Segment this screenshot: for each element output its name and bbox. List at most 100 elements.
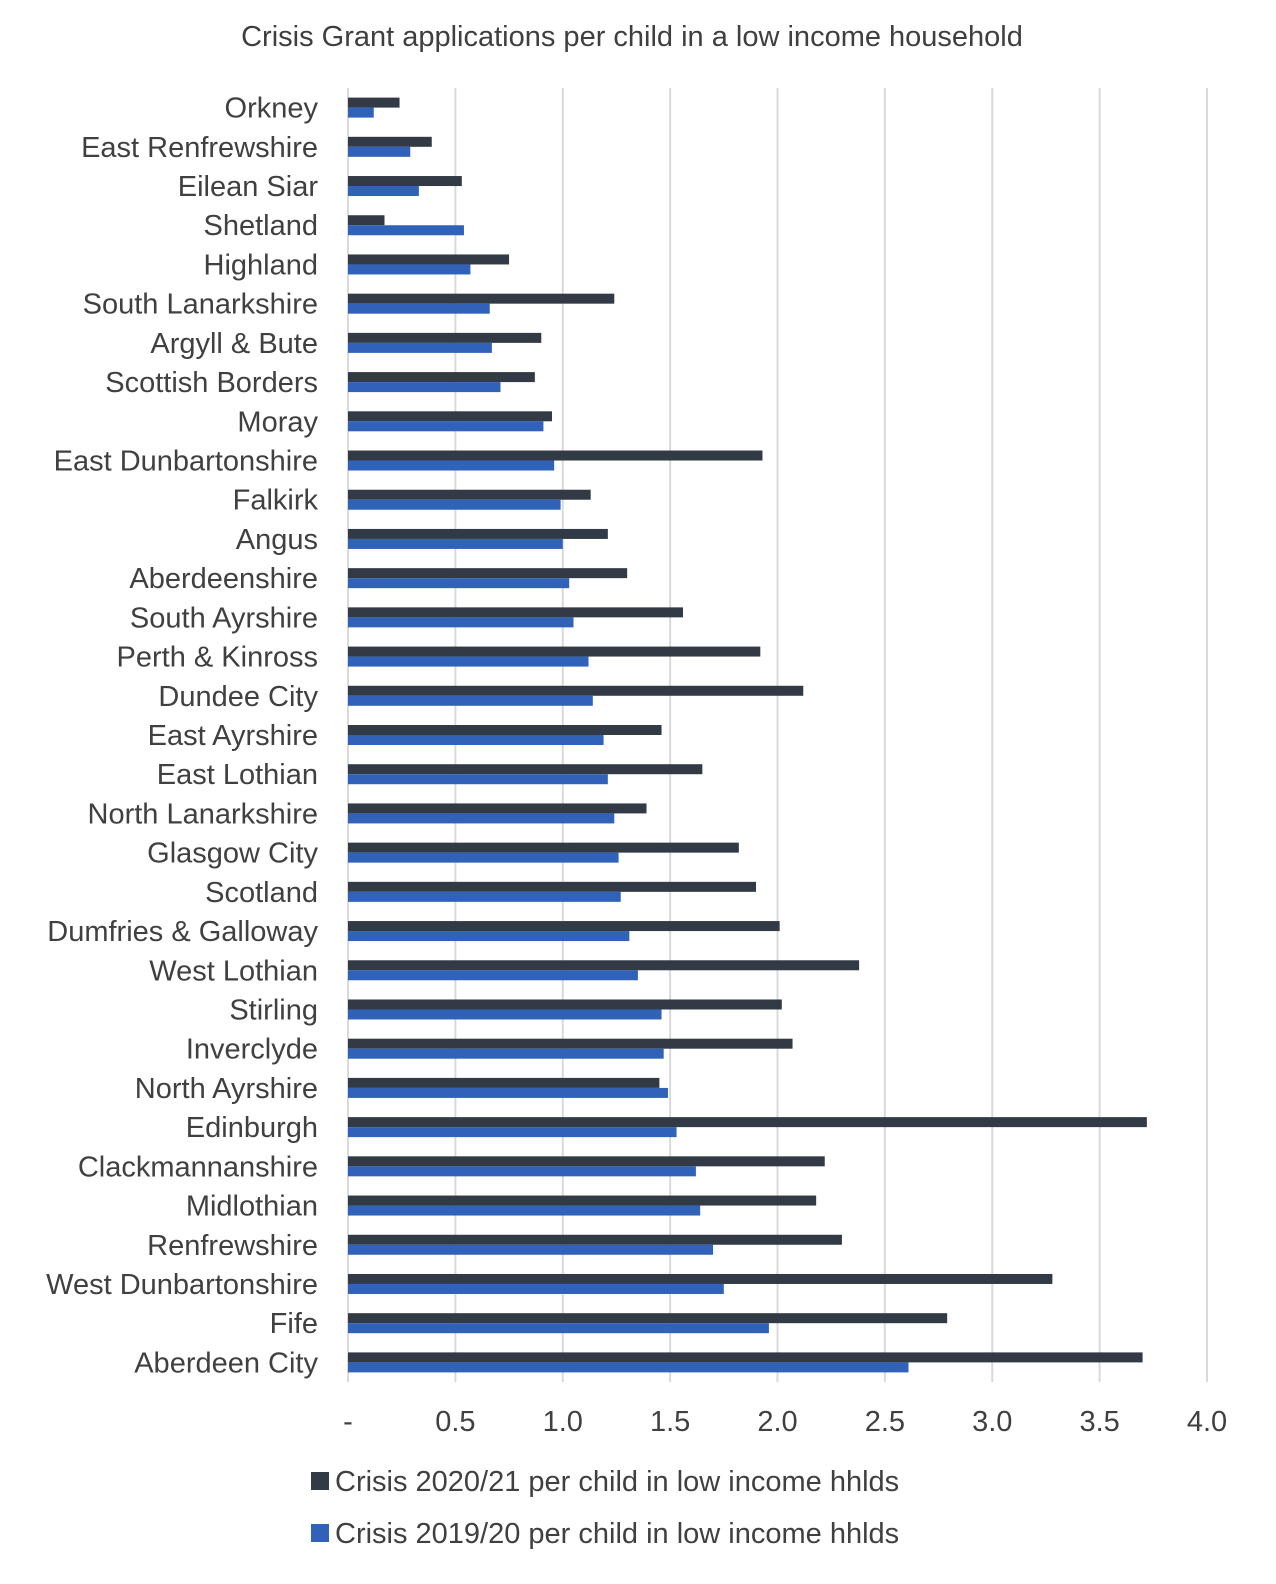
- bar-2020-21: [348, 528, 608, 539]
- category-label: Dumfries & Galloway: [47, 916, 318, 948]
- category-label: Clackmannanshire: [78, 1151, 318, 1183]
- bar-2019-20: [348, 813, 615, 824]
- bar-2019-20: [348, 1205, 701, 1216]
- bar-2020-21: [348, 97, 400, 108]
- bar-2020-21: [348, 960, 860, 971]
- bar-2020-21: [348, 176, 462, 187]
- x-axis-ticks: - 0.5 1.0 1.5 2.0 2.5 3.0 3.5 4.0: [343, 1406, 1227, 1438]
- x-tick-label: -: [343, 1406, 353, 1438]
- category-label: East Lothian: [157, 759, 318, 791]
- x-tick-label: 3.0: [972, 1406, 1012, 1438]
- category-label: Aberdeenshire: [129, 563, 318, 595]
- category-label: North Ayrshire: [135, 1073, 318, 1105]
- bar-2019-20: [348, 186, 419, 197]
- bar-2020-21: [348, 803, 647, 814]
- category-label: Glasgow City: [147, 838, 318, 870]
- bar-2019-20: [348, 852, 619, 863]
- bar-2020-21: [348, 293, 615, 304]
- category-label: Aberdeen City: [134, 1347, 318, 1379]
- x-tick-label: 2.5: [865, 1406, 905, 1438]
- bar-2019-20: [348, 1244, 714, 1255]
- bar-2019-20: [348, 342, 492, 353]
- category-label: North Lanarkshire: [88, 798, 319, 830]
- bar-2019-20: [348, 421, 544, 432]
- bar-2019-20: [348, 891, 621, 902]
- category-label: East Dunbartonshire: [54, 446, 318, 478]
- bar-2020-21: [348, 685, 804, 696]
- bar-2019-20: [348, 970, 638, 981]
- category-label: Argyll & Bute: [150, 328, 318, 360]
- bar-2020-21: [348, 1352, 1143, 1363]
- bar-2019-20: [348, 1362, 909, 1373]
- bar-2019-20: [348, 264, 471, 275]
- bar-2020-21: [348, 1234, 842, 1245]
- category-label: Orkney: [225, 93, 319, 125]
- bar-2019-20: [348, 1323, 769, 1334]
- legend-label-2019-20: Crisis 2019/20 per child in low income h…: [335, 1518, 899, 1550]
- bar-2019-20: [348, 1009, 662, 1020]
- legend-swatch-2019-20: [311, 1524, 329, 1542]
- bar-2019-20: [348, 382, 501, 393]
- legend-label-2020-21: Crisis 2020/21 per child in low income h…: [335, 1466, 899, 1498]
- bar-2019-20: [348, 1283, 724, 1294]
- bar-2020-21: [348, 372, 535, 383]
- category-label: Shetland: [204, 210, 319, 242]
- category-label: Stirling: [229, 994, 318, 1026]
- bar-2020-21: [348, 725, 662, 735]
- bar-2020-21: [348, 999, 782, 1010]
- category-label: Falkirk: [233, 485, 319, 517]
- bar-2020-21: [348, 568, 628, 579]
- x-tick-label: 1.5: [650, 1406, 690, 1438]
- category-label: Dundee City: [158, 681, 318, 713]
- category-label: Scotland: [205, 877, 318, 909]
- category-label: Midlothian: [186, 1191, 318, 1223]
- category-label: Perth & Kinross: [117, 642, 318, 674]
- bar-2020-21: [348, 489, 591, 500]
- bar-2019-20: [348, 303, 490, 314]
- bar-2020-21: [348, 450, 763, 461]
- bar-2020-21: [348, 921, 780, 932]
- bar-2019-20: [348, 578, 570, 589]
- chart-title: Crisis Grant applications per child in a…: [241, 21, 1023, 53]
- category-label: Inverclyde: [186, 1034, 318, 1066]
- bar-2020-21: [348, 215, 385, 226]
- category-label: South Lanarkshire: [83, 289, 318, 321]
- x-tick-label: 2.0: [757, 1406, 797, 1438]
- x-tick-label: 4.0: [1187, 1406, 1227, 1438]
- x-tick-label: 0.5: [435, 1406, 475, 1438]
- bar-2019-20: [348, 735, 604, 745]
- x-tick-label: 1.0: [543, 1406, 583, 1438]
- bar-2020-21: [348, 1077, 660, 1088]
- bar-2020-21: [348, 136, 432, 147]
- bar-2019-20: [348, 931, 630, 942]
- bar-2019-20: [348, 1048, 664, 1059]
- category-label: Renfrewshire: [147, 1230, 318, 1262]
- category-label: Highland: [204, 249, 318, 281]
- bar-2019-20: [348, 1127, 677, 1138]
- category-label: Moray: [237, 406, 318, 438]
- bar-2019-20: [348, 107, 374, 118]
- bar-2019-20: [348, 146, 411, 157]
- bar-2019-20: [348, 225, 464, 236]
- bar-2020-21: [348, 1117, 1147, 1128]
- bar-2020-21: [348, 1038, 793, 1049]
- bar-2019-20: [348, 695, 593, 706]
- category-label: East Renfrewshire: [81, 132, 318, 164]
- category-label: Edinburgh: [186, 1112, 318, 1144]
- category-label: West Lothian: [149, 955, 318, 987]
- category-label: West Dunbartonshire: [46, 1269, 318, 1301]
- bar-2020-21: [348, 764, 703, 775]
- bar-2020-21: [348, 1195, 817, 1206]
- bar-2019-20: [348, 538, 563, 549]
- category-label: Angus: [236, 524, 318, 556]
- bar-2020-21: [348, 254, 510, 265]
- category-label: Scottish Borders: [105, 367, 318, 399]
- bar-2020-21: [348, 842, 739, 853]
- bar-2020-21: [348, 1273, 1053, 1284]
- bar-2020-21: [348, 881, 757, 892]
- bar-2019-20: [348, 460, 555, 471]
- category-label: Fife: [270, 1308, 318, 1340]
- bar-2019-20: [348, 617, 574, 628]
- bar-2020-21: [348, 1156, 825, 1167]
